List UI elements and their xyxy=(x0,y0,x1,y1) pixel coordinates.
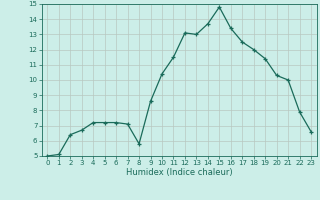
X-axis label: Humidex (Indice chaleur): Humidex (Indice chaleur) xyxy=(126,168,233,177)
